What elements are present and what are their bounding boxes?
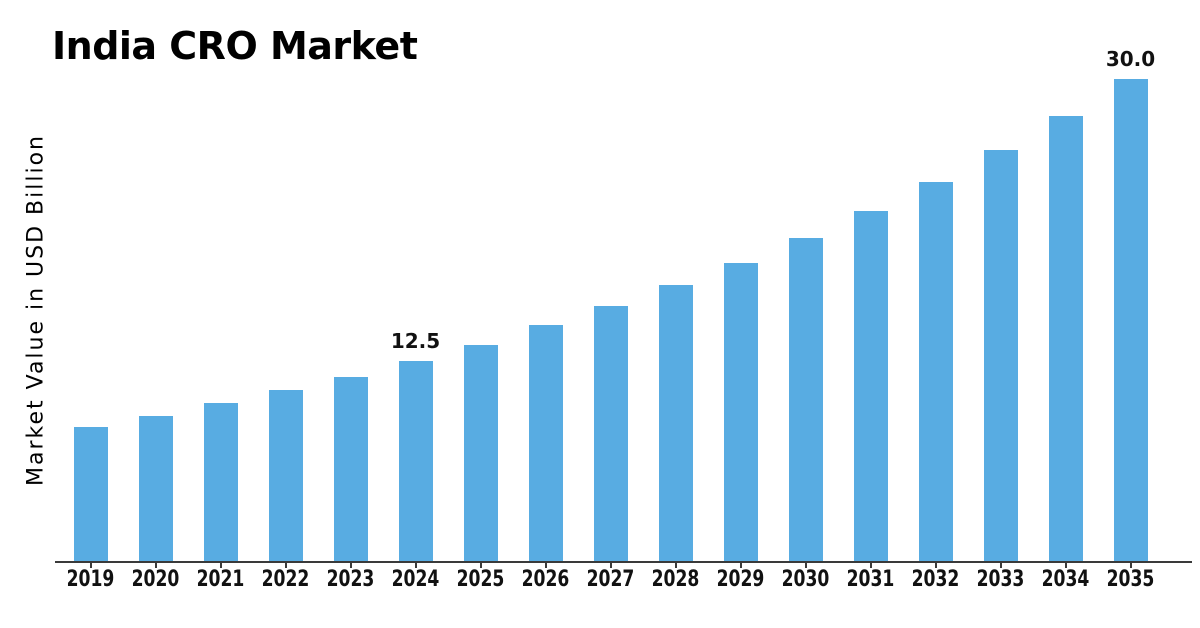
x-axis-tick-2020 [154, 563, 157, 568]
x-tick-label-2031: 2031 [846, 567, 895, 592]
bar-column-2030: 2030 [773, 0, 838, 628]
x-tick-label-2024: 2024 [391, 567, 440, 592]
bar-value-label-2035: 30.0 [1105, 47, 1156, 71]
bar-column-2025: 2025 [448, 0, 513, 628]
bar-2034 [1048, 116, 1083, 562]
x-tick-label-2020: 2020 [131, 567, 180, 592]
x-axis-tick-2031 [869, 563, 872, 568]
x-axis-tick-2034 [1064, 563, 1067, 568]
x-tick-label-2026: 2026 [521, 567, 570, 592]
x-tick-label-2032: 2032 [911, 567, 960, 592]
x-tick-label-2030: 2030 [781, 567, 830, 592]
bar-2029 [723, 262, 758, 562]
x-axis-tick-2023 [349, 563, 352, 568]
bar-2019 [73, 426, 108, 562]
bar-column-2026: 2026 [513, 0, 578, 628]
x-tick-label-2027: 2027 [586, 567, 635, 592]
bar-2030 [788, 238, 823, 562]
x-tick-label-2029: 2029 [716, 567, 765, 592]
bar-2027 [593, 306, 628, 562]
x-axis-tick-2025 [479, 563, 482, 568]
bar-2023 [333, 376, 368, 562]
x-tick-label-2035: 2035 [1106, 567, 1155, 592]
x-tick-label-2028: 2028 [651, 567, 700, 592]
bar-2033 [983, 149, 1018, 562]
x-axis-tick-2026 [544, 563, 547, 568]
x-axis-tick-2021 [219, 563, 222, 568]
x-axis-tick-2029 [739, 563, 742, 568]
x-axis-tick-2022 [284, 563, 287, 568]
x-tick-label-2023: 2023 [326, 567, 375, 592]
x-axis-tick-2024 [414, 563, 417, 568]
bar-2026 [528, 325, 563, 562]
bar-column-2019: 2019 [58, 0, 123, 628]
bar-column-2029: 2029 [708, 0, 773, 628]
bar-column-2024: 12.5 2024 [383, 0, 448, 628]
bar-2028 [658, 285, 693, 562]
x-axis-tick-2035 [1129, 563, 1132, 568]
bar-column-2022: 2022 [253, 0, 318, 628]
x-axis-tick-2027 [609, 563, 612, 568]
bar-2031 [853, 211, 888, 562]
bar-column-2023: 2023 [318, 0, 383, 628]
x-tick-label-2021: 2021 [196, 567, 245, 592]
bar-column-2021: 2021 [188, 0, 253, 628]
x-axis-tick-2028 [674, 563, 677, 568]
bar-series: 2019 2020 2021 2022 2023 12.5 2024 2025 2026 2027… [58, 0, 1163, 628]
bar-2020 [138, 415, 173, 562]
bar-2025 [463, 344, 498, 562]
bar-column-2032: 2032 [903, 0, 968, 628]
bar-column-2034: 2034 [1033, 0, 1098, 628]
x-tick-label-2022: 2022 [261, 567, 310, 592]
chart-title: India CRO Market [52, 24, 418, 68]
x-axis-line [55, 561, 1192, 563]
bar-2021 [203, 402, 238, 562]
bar-column-2020: 2020 [123, 0, 188, 628]
x-axis-tick-2030 [804, 563, 807, 568]
bar-column-2031: 2031 [838, 0, 903, 628]
x-tick-label-2034: 2034 [1041, 567, 1090, 592]
bar-2035 [1113, 79, 1148, 562]
x-tick-label-2019: 2019 [66, 567, 115, 592]
x-tick-label-2033: 2033 [976, 567, 1025, 592]
x-axis-tick-2019 [89, 563, 92, 568]
bar-column-2033: 2033 [968, 0, 1033, 628]
bar-2024 [398, 360, 433, 562]
bar-value-label-2024: 12.5 [390, 328, 441, 353]
bar-column-2028: 2028 [643, 0, 708, 628]
bar-2032 [918, 182, 953, 562]
x-axis-tick-2032 [934, 563, 937, 568]
x-tick-label-2025: 2025 [456, 567, 505, 592]
x-axis-tick-2033 [999, 563, 1002, 568]
bar-2022 [268, 389, 303, 562]
bar-column-2035: 30.0 2035 [1098, 0, 1163, 628]
bar-column-2027: 2027 [578, 0, 643, 628]
